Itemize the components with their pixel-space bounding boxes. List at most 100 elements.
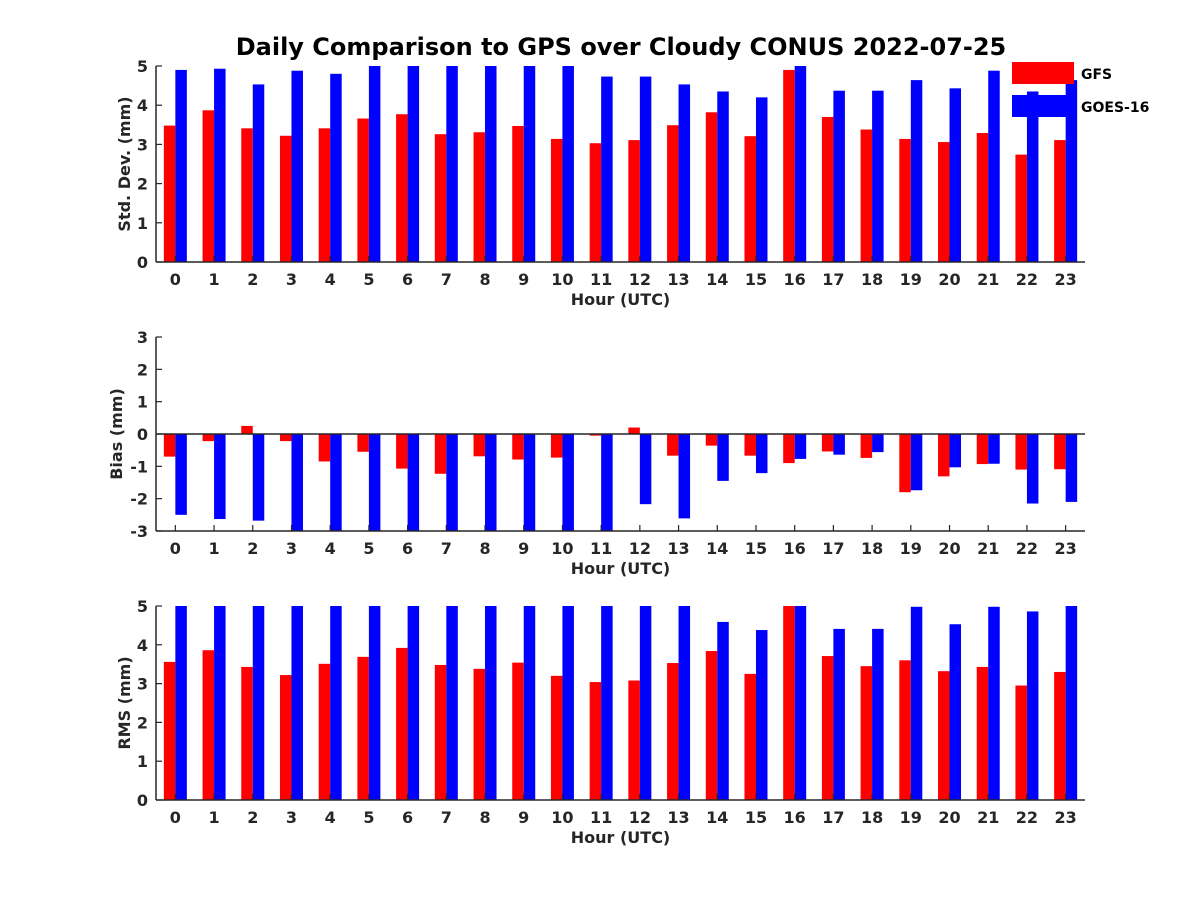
x-tick-label: 10 <box>551 539 573 558</box>
y-tick-label: 4 <box>137 636 148 655</box>
x-tick-label: 12 <box>629 270 651 289</box>
x-tick-label: 0 <box>170 539 181 558</box>
x-tick-label: 22 <box>1016 270 1038 289</box>
x-tick-label: 7 <box>441 539 452 558</box>
bar-std-dev-gfs-hour-4 <box>318 128 331 262</box>
bar-std-dev-goes16-hour-17 <box>833 90 845 262</box>
bar-rms-gfs-hour-6 <box>396 647 408 800</box>
bar-bias-goes16-hour-2 <box>252 434 265 521</box>
x-axis-label: Hour (UTC) <box>571 559 671 578</box>
bar-bias-gfs-hour-6 <box>396 434 408 469</box>
bar-std-dev-goes16-hour-8 <box>485 66 497 262</box>
bar-std-dev-goes16-hour-21 <box>988 70 1000 262</box>
x-tick-label: 19 <box>900 270 922 289</box>
y-tick-label: 1 <box>137 214 148 233</box>
bar-bias-gfs-hour-15 <box>744 434 756 456</box>
legend-swatch-goes16 <box>1012 95 1074 117</box>
x-tick-label: 9 <box>518 270 529 289</box>
x-tick-label: 9 <box>518 808 529 827</box>
x-tick-label: 2 <box>247 270 258 289</box>
bar-rms-goes16-hour-7 <box>446 606 458 800</box>
bar-bias-gfs-hour-14 <box>705 434 718 446</box>
bar-std-dev-gfs-hour-6 <box>396 114 408 262</box>
bar-std-dev-gfs-hour-13 <box>667 125 679 262</box>
x-tick-label: 22 <box>1016 539 1038 558</box>
bar-rms-gfs-hour-9 <box>512 662 524 800</box>
x-tick-label: 1 <box>208 539 219 558</box>
x-tick-label: 21 <box>977 270 999 289</box>
x-tick-label: 14 <box>706 808 728 827</box>
y-tick-label: 2 <box>137 175 148 194</box>
x-tick-label: 5 <box>363 808 374 827</box>
bar-std-dev-goes16-hour-9 <box>523 66 536 262</box>
bar-std-dev-goes16-hour-16 <box>794 66 807 262</box>
bar-rms-goes16-hour-16 <box>794 606 807 800</box>
bar-rms-gfs-hour-21 <box>976 666 989 800</box>
x-tick-label: 6 <box>402 808 413 827</box>
bar-bias-goes16-hour-19 <box>910 434 923 491</box>
bar-bias-goes16-hour-7 <box>446 434 458 531</box>
bar-std-dev-gfs-hour-21 <box>976 133 989 262</box>
bar-bias-gfs-hour-12 <box>628 427 640 434</box>
bar-std-dev-goes16-hour-19 <box>910 80 923 262</box>
bar-std-dev-gfs-hour-11 <box>589 143 602 262</box>
bar-bias-goes16-hour-9 <box>523 434 536 531</box>
bar-std-dev-gfs-hour-17 <box>821 116 834 263</box>
x-tick-label: 5 <box>363 270 374 289</box>
bar-bias-gfs-hour-5 <box>357 434 369 452</box>
x-tick-label: 8 <box>479 808 490 827</box>
bar-bias-goes16-hour-21 <box>988 434 1000 464</box>
bar-std-dev-gfs-hour-10 <box>550 138 563 262</box>
y-tick-label: 1 <box>137 752 148 771</box>
bar-bias-goes16-hour-17 <box>833 434 845 455</box>
bar-bias-goes16-hour-23 <box>1065 434 1078 502</box>
bar-rms-gfs-hour-8 <box>473 668 486 800</box>
x-tick-label: 20 <box>938 270 960 289</box>
bar-std-dev-gfs-hour-3 <box>279 135 292 262</box>
y-tick-label: 1 <box>137 393 148 412</box>
y-tick-label: 5 <box>137 597 148 616</box>
y-tick-label: 0 <box>137 253 148 272</box>
bar-std-dev-goes16-hour-6 <box>407 66 420 262</box>
bar-bias-gfs-hour-20 <box>938 434 950 477</box>
bar-rms-goes16-hour-13 <box>678 606 691 800</box>
x-tick-label: 17 <box>822 270 844 289</box>
bar-bias-goes16-hour-0 <box>175 434 187 515</box>
y-tick-label: -3 <box>130 522 148 541</box>
y-tick-label: 4 <box>137 96 148 115</box>
x-tick-label: 15 <box>745 808 767 827</box>
bar-bias-gfs-hour-11 <box>589 434 602 436</box>
bar-std-dev-goes16-hour-10 <box>562 66 574 262</box>
bar-rms-goes16-hour-22 <box>1026 611 1039 800</box>
bar-rms-goes16-hour-11 <box>601 606 613 800</box>
x-tick-label: 18 <box>861 539 883 558</box>
x-tick-label: 8 <box>479 270 490 289</box>
bar-bias-goes16-hour-12 <box>639 434 652 505</box>
x-tick-label: 18 <box>861 270 883 289</box>
bar-bias-gfs-hour-22 <box>1015 434 1027 470</box>
x-tick-label: 1 <box>208 270 219 289</box>
bar-bias-gfs-hour-1 <box>202 434 215 442</box>
bar-bias-goes16-hour-10 <box>562 434 574 531</box>
bar-bias-goes16-hour-5 <box>368 434 381 531</box>
bar-rms-gfs-hour-23 <box>1054 671 1066 800</box>
bar-bias-goes16-hour-20 <box>949 434 962 468</box>
legend-swatch-gfs <box>1012 62 1074 84</box>
bar-bias-goes16-hour-3 <box>291 434 303 531</box>
bar-rms-gfs-hour-7 <box>434 664 447 800</box>
bar-std-dev-goes16-hour-11 <box>601 76 613 262</box>
bar-std-dev-goes16-hour-18 <box>872 90 884 262</box>
bar-bias-goes16-hour-11 <box>601 434 613 531</box>
bar-std-dev-gfs-hour-14 <box>705 112 718 262</box>
x-tick-label: 9 <box>518 539 529 558</box>
bar-std-dev-gfs-hour-5 <box>357 118 369 262</box>
bar-std-dev-gfs-hour-12 <box>628 140 640 262</box>
bar-bias-gfs-hour-23 <box>1054 434 1066 470</box>
bar-rms-goes16-hour-5 <box>368 606 381 800</box>
x-tick-label: 11 <box>590 808 612 827</box>
bar-rms-goes16-hour-12 <box>639 606 652 800</box>
legend-label-gfs: GFS <box>1081 67 1112 83</box>
bar-rms-gfs-hour-5 <box>357 656 369 800</box>
